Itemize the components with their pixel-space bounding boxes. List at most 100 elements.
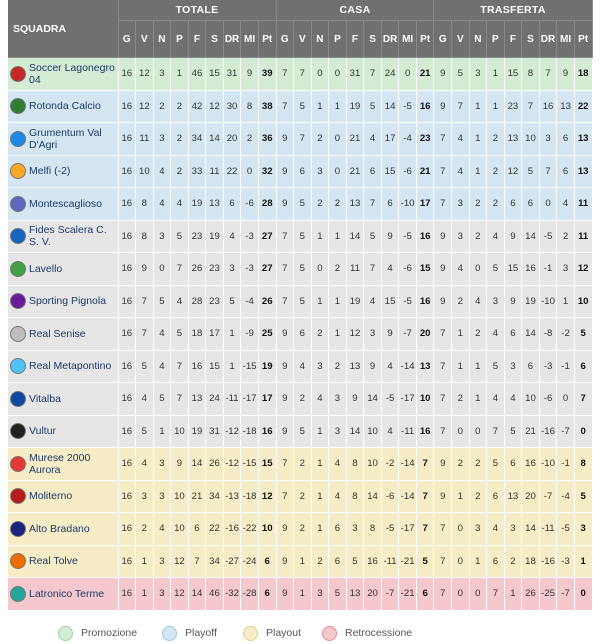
- team-cell[interactable]: Montescaglioso: [8, 187, 119, 221]
- tot-stat-cell: 9: [170, 447, 189, 481]
- tras-stat-cell: 3: [486, 285, 505, 318]
- table-row[interactable]: Alto Bradano 16 2 4 10 6 22 -16 -22 10 9 2 1 6 3 8 -5 -17…: [8, 512, 593, 546]
- casa-stat-cell: 7: [276, 57, 295, 91]
- team-column-header: SQUADRA: [8, 0, 119, 58]
- tras-stat-cell: 1: [469, 545, 488, 578]
- team-cell[interactable]: Rotonda Calcio: [8, 90, 119, 123]
- table-row[interactable]: Vitalba 16 4 5 7 13 24 -11 -17 17 9 2 4 3 9 14 -5 -17 10 7 2…: [8, 382, 593, 416]
- team-name[interactable]: Fides Scalera C. S. V.: [29, 224, 107, 249]
- casa-stat-cell: 4: [293, 350, 312, 383]
- team-cell[interactable]: Sporting Pignola: [8, 285, 119, 318]
- team-cell[interactable]: Vultur: [8, 415, 119, 448]
- table-row[interactable]: Real Metapontino 16 5 4 7 16 15 1 -15 19 9 4 3 2 13 9 4-…: [8, 350, 593, 383]
- team-name[interactable]: Soccer Lagonegro 04: [29, 61, 115, 86]
- tras-stat-cell: 12: [504, 155, 523, 188]
- team-name[interactable]: Melfi (-2): [29, 165, 71, 178]
- team-name[interactable]: Lavello: [29, 262, 63, 275]
- team-cell[interactable]: Real Metapontino: [8, 350, 119, 383]
- team-cell[interactable]: Lavello: [8, 252, 119, 286]
- group-header-trasferta: TRASFERTA: [433, 0, 593, 21]
- team-name[interactable]: Montescaglioso: [29, 197, 102, 210]
- team-logo-icon: [10, 520, 26, 537]
- table-row[interactable]: Melfi (-2) 16 10 4 2 33 11 22 0 32 9 6 3 0 21 6 15 -6 21 7 4…: [8, 155, 593, 188]
- table-row[interactable]: Real Tolve 16 1 3 12 7 34 -27 -24 6 9 1 2 6 5 16 -11 -21 5…: [8, 545, 593, 578]
- table-row[interactable]: Fides Scalera C. S. V. 16 8 3 5 23 19 4 -3 27 7 5 1 1…: [8, 220, 593, 253]
- table-row[interactable]: Real Senise 16 7 4 5 18 17 1 -9 25 9 6 2 1 12 3 9 -7 20 7 1 2…: [8, 317, 593, 351]
- casa-stat-cell: 6: [381, 187, 400, 221]
- casa-stat-cell: 20: [363, 577, 382, 611]
- team-cell[interactable]: Latronico Terme: [8, 577, 119, 611]
- team-name[interactable]: Moliterno: [29, 490, 73, 503]
- tot-stat-cell: 15: [205, 57, 224, 91]
- tot-stat-cell: 16: [118, 447, 137, 481]
- table-row[interactable]: Montescaglioso 16 8 4 4 19 13 6 -6 28 9 5 2 2 13 7 6 -10 1…: [8, 187, 593, 221]
- tot-stat-cell: 16: [118, 382, 137, 416]
- subcolumn-header: N: [469, 20, 488, 58]
- team-cell[interactable]: Grumentum Val D'Agri: [8, 122, 119, 156]
- team-cell[interactable]: Murese 2000 Aurora: [8, 447, 119, 481]
- table-row[interactable]: Rotonda Calcio 16 12 2 2 42 12 30 8 38 7 5 1 1 19 5 14 -5…: [8, 90, 593, 123]
- casa-stat-cell: 6: [363, 155, 382, 188]
- table-row[interactable]: Grumentum Val D'Agri 16 11 3 2 34 14 20 2 36 9 7 2 0 2…: [8, 122, 593, 156]
- tot-stat-cell: 2: [170, 90, 189, 123]
- team-cell[interactable]: Fides Scalera C. S. V.: [8, 220, 119, 253]
- team-cell[interactable]: Soccer Lagonegro 04: [8, 57, 119, 91]
- subcolumn-header: F: [504, 20, 523, 58]
- team-name[interactable]: Sporting Pignola: [29, 295, 107, 308]
- table-row[interactable]: Latronico Terme 16 1 3 12 14 46 -32 -28 6 9 1 3 5 13 20…: [8, 577, 593, 611]
- team-name[interactable]: Real Tolve: [29, 555, 78, 568]
- table-row[interactable]: Moliterno 16 3 3 10 21 34 -13 -18 12 7 2 1 4 8 14 -6 -14 7…: [8, 480, 593, 513]
- team-name[interactable]: Grumentum Val D'Agri: [29, 126, 102, 151]
- tras-stat-cell: 13: [556, 90, 575, 123]
- tot-stat-cell: 3: [153, 480, 172, 513]
- casa-stat-cell: 19: [346, 90, 365, 123]
- team-name[interactable]: Vitalba: [29, 392, 61, 405]
- tras-stat-cell: 2: [486, 155, 505, 188]
- team-cell[interactable]: Melfi (-2): [8, 155, 119, 188]
- tras-stat-cell: -25: [539, 577, 558, 611]
- tras-stat-cell: 3: [539, 122, 558, 156]
- tras-stat-cell: -10: [539, 447, 558, 481]
- team-cell[interactable]: Vitalba: [8, 382, 119, 416]
- team-name[interactable]: Real Metapontino: [29, 360, 112, 373]
- team-name[interactable]: Real Senise: [29, 327, 86, 340]
- team-name[interactable]: Rotonda Calcio: [29, 100, 101, 113]
- table-row[interactable]: Vultur 16 5 1 10 19 31 -12 -18 16 9 5 1 3 14 10 4 -11 16 7 0…: [8, 415, 593, 448]
- legend-item: Playout: [243, 625, 301, 641]
- team-cell[interactable]: Real Tolve: [8, 545, 119, 578]
- tot-stat-cell: 4: [153, 155, 172, 188]
- legend-label: Playoff: [185, 627, 217, 639]
- tot-stat-cell: 13: [188, 382, 207, 416]
- tot-stat-cell: 5: [153, 382, 172, 416]
- tras-stat-cell: 0: [556, 382, 575, 416]
- table-row[interactable]: Lavello 16 9 0 7 26 23 3 -3 27 7 5 0 2 11 7 4 -6 15 9 4 0 5 15 1…: [8, 252, 593, 286]
- tras-stat-cell: 13: [504, 122, 523, 156]
- team-name[interactable]: Alto Bradano: [29, 522, 90, 535]
- casa-stat-cell: 1: [293, 545, 312, 578]
- team-name[interactable]: Vultur: [29, 425, 57, 438]
- tot-stat-cell: 4: [223, 220, 242, 253]
- team-cell[interactable]: Real Senise: [8, 317, 119, 351]
- tras-stat-cell: 2: [469, 480, 488, 513]
- tras-stat-cell: 5: [574, 317, 593, 351]
- team-name[interactable]: Latronico Terme: [29, 587, 105, 600]
- tot-stat-cell: -13: [223, 480, 242, 513]
- table-row[interactable]: Sporting Pignola 16 7 5 4 28 23 5 -4 26 7 5 1 1 19 4 15-…: [8, 285, 593, 318]
- tot-stat-cell: 8: [135, 187, 154, 221]
- tras-stat-cell: 16: [539, 90, 558, 123]
- tras-stat-cell: 1: [469, 90, 488, 123]
- tras-stat-cell: 5: [574, 480, 593, 513]
- casa-stat-cell: 1: [311, 90, 330, 123]
- subcolumn-header: S: [205, 20, 224, 58]
- tras-stat-cell: -1: [556, 447, 575, 481]
- team-cell[interactable]: Alto Bradano: [8, 512, 119, 546]
- table-row[interactable]: Soccer Lagonegro 04 16 12 3 1 46 15 31 9 39 7 7 0 0 31…: [8, 57, 593, 91]
- tras-stat-cell: -1: [556, 350, 575, 383]
- team-cell[interactable]: Moliterno: [8, 480, 119, 513]
- tras-stat-cell: 18: [521, 545, 540, 578]
- casa-stat-cell: 3: [328, 415, 347, 448]
- table-row[interactable]: Murese 2000 Aurora 16 4 3 9 14 26 -12 -15 15 7 2 1 4 8…: [8, 447, 593, 481]
- team-name[interactable]: Murese 2000 Aurora: [29, 451, 91, 476]
- casa-stat-cell: 20: [416, 317, 435, 351]
- legend-item: Playoff: [162, 625, 217, 641]
